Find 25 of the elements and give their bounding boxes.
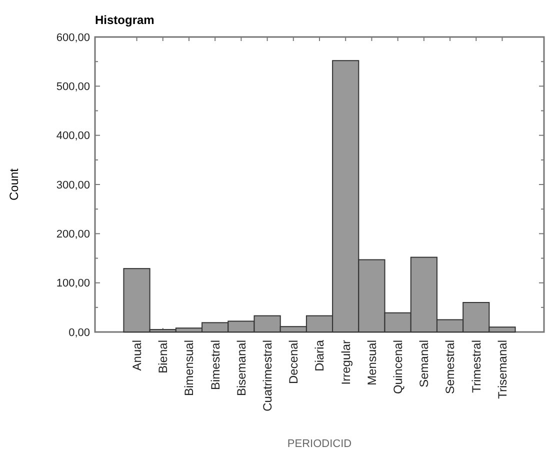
y-tick-label: 0,00 [68, 326, 90, 339]
x-tick-label: Irregular [338, 340, 353, 385]
x-tick-label: Trisemanal [495, 340, 510, 399]
x-tick-label: Quincenal [391, 340, 406, 394]
y-tick-label: 300,00 [56, 179, 90, 192]
x-tick-label: Bimestral [208, 340, 222, 390]
y-tick-label: 500,00 [56, 81, 90, 94]
x-tick-label: Anual [130, 340, 144, 371]
y-tick-label: 600,00 [56, 32, 90, 44]
x-tick-label: Trimestral [469, 340, 484, 393]
x-tick-label: Semestral [443, 340, 458, 394]
x-tick-label: Cuatrimestral [260, 340, 274, 412]
y-tick-label: 100,00 [56, 278, 90, 290]
y-axis-title: Count [7, 168, 21, 201]
x-tick-label: Decenal [286, 340, 301, 384]
x-tick-label: Bisemanal [234, 340, 248, 396]
y-tick-label: 400,00 [56, 130, 90, 142]
x-axis-title: PERIODICID [287, 438, 352, 450]
x-tick-label: Bimensual [182, 340, 196, 396]
x-tick-label: Mensual [364, 340, 379, 386]
x-tick-label: Semanal [417, 340, 432, 388]
x-tick-label: Diaria [312, 340, 327, 372]
y-tick-label: 200,00 [56, 228, 90, 241]
x-tick-label: Bienal [156, 340, 170, 374]
chart-title: Histogram [95, 13, 154, 27]
